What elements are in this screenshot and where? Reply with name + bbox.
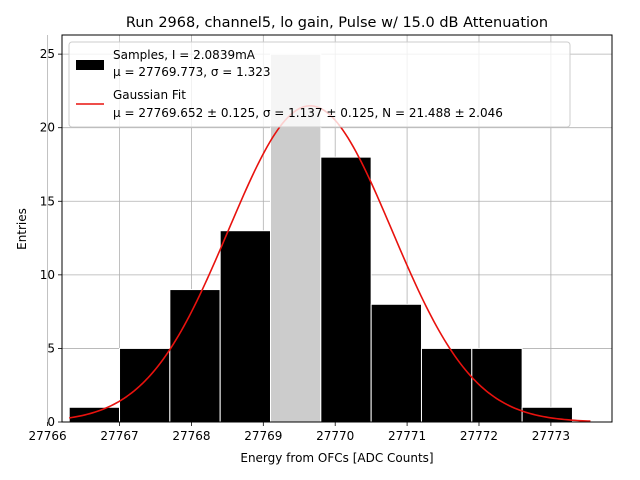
histogram-bar [119,347,171,423]
x-tick-label: 27773 [532,429,570,443]
histogram-bar [420,347,473,423]
y-tick-label: 15 [40,194,55,208]
legend: Samples, I = 2.0839mA μ = 27769.773, σ =… [68,41,571,128]
y-tick-label: 0 [47,415,55,429]
histogram-bars [68,53,573,423]
histogram-bar [68,406,121,423]
y-tick-label: 10 [40,268,55,282]
histogram-bar [320,156,372,423]
legend-samples-stats: μ = 27769.773, σ = 1.323 [113,65,270,79]
legend-fit-stats: μ = 27769.652 ± 0.125, σ = 1.137 ± 0.125… [113,106,503,120]
axis-ticks: 27766 27767 27768 27769 27770 27771 27772 27773… [29,47,570,443]
y-tick-label: 20 [40,121,55,135]
legend-samples-patch [76,60,104,70]
legend-samples-label: Samples, I = 2.0839mA [113,48,256,62]
axes-frame [61,34,613,423]
histogram-bar [219,230,271,423]
x-tick-label: 27770 [316,429,354,443]
histogram-bar [169,289,221,423]
x-tick-label: 27769 [244,429,282,443]
y-tick-label: 5 [47,341,55,355]
legend-fit-label: Gaussian Fit [113,88,186,102]
legend-frame [68,41,571,128]
x-tick-label: 27766 [29,429,67,443]
chart-title: Run 2968, channel5, lo gain, Pulse w/ 15… [126,15,548,31]
histogram-bar [370,303,422,423]
y-tick-label: 25 [40,47,55,61]
x-tick-label: 27771 [388,429,426,443]
x-tick-label: 27767 [100,429,138,443]
x-axis-label: Energy from OFCs [ADC Counts] [240,451,433,465]
x-tick-label: 27772 [460,429,498,443]
y-axis-label: Entries [15,208,29,250]
x-tick-label: 27768 [172,429,210,443]
